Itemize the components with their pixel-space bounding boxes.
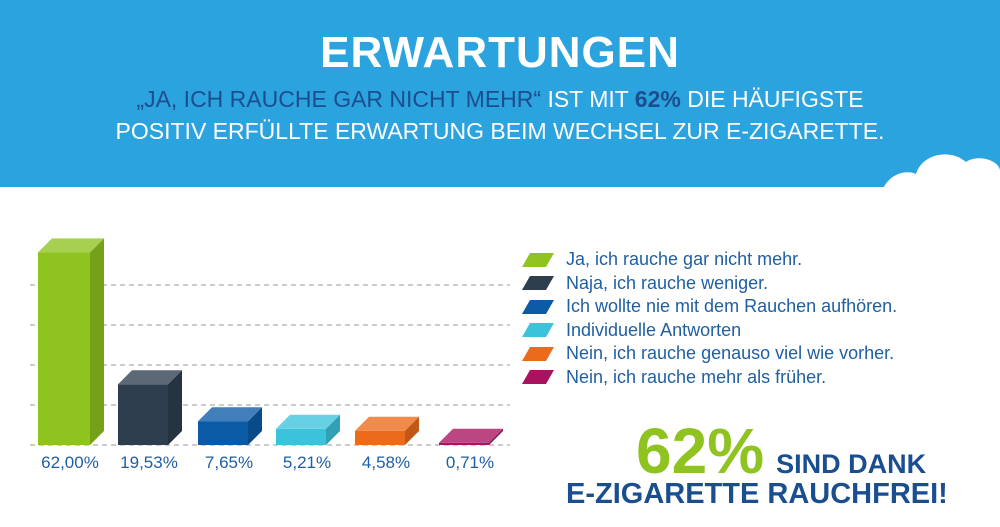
bar-front — [198, 421, 248, 445]
bar-side — [168, 370, 182, 445]
bar-front — [118, 384, 168, 445]
legend-label: Individuelle Antworten — [566, 319, 742, 340]
bar-front — [355, 430, 405, 445]
legend-swatch-shape — [522, 346, 554, 361]
subtitle-line-1: „JA, ICH RAUCHE GAR NICHT MEHR“ IST MIT … — [0, 86, 1000, 113]
callout: 62% SIND DANK — [636, 414, 926, 488]
legend-swatch-shape — [522, 323, 554, 338]
subtitle-mid: IST MIT — [541, 86, 635, 112]
data-label: 0,71% — [446, 453, 494, 472]
bar-side — [90, 238, 104, 445]
legend-swatch — [522, 276, 554, 291]
bar-side — [405, 416, 419, 445]
bar-top — [355, 416, 419, 431]
callout-line-2: E-ZIGARETTE RAUCHFREI! — [566, 478, 948, 510]
legend-swatch — [522, 252, 554, 267]
data-label: 5,21% — [283, 453, 331, 472]
bar-top — [38, 238, 104, 253]
bar-front — [439, 442, 489, 445]
legend-swatch-shape — [522, 370, 554, 385]
subtitle-line-2: POSITIV ERFÜLLTE ERWARTUNG BEIM WECHSEL … — [115, 118, 885, 144]
data-label: 7,65% — [205, 453, 253, 472]
data-label: 19,53% — [120, 453, 178, 472]
legend-swatch-shape — [522, 299, 554, 314]
bar — [38, 238, 104, 445]
legend-label: Nein, ich rauche genauso viel wie vorher… — [566, 343, 895, 364]
bar-front — [38, 252, 90, 445]
legend-label: Nein, ich rauche mehr als früher. — [566, 366, 827, 387]
legend-swatch — [522, 346, 554, 361]
legend-item: Individuelle Antworten — [522, 319, 897, 343]
legend-item: Ich wollte nie mit dem Rauchen aufhören. — [522, 295, 897, 319]
bar-top — [439, 428, 503, 443]
legend-label: Ich wollte nie mit dem Rauchen aufhören. — [566, 296, 898, 317]
legend-swatch-shape — [522, 276, 554, 291]
bar-side — [248, 407, 262, 445]
bar-top — [118, 370, 182, 385]
bar — [276, 414, 340, 445]
subtitle-rest: DIE HÄUFIGSTE — [680, 86, 864, 112]
legend-label: Naja, ich rauche weniger. — [566, 272, 769, 293]
subtitle-percent: 62% — [634, 86, 681, 112]
bar — [118, 370, 182, 445]
bar-top — [198, 407, 262, 422]
bar-side — [326, 414, 340, 445]
data-label: 4,58% — [362, 453, 410, 472]
legend-item: Nein, ich rauche genauso viel wie vorher… — [522, 342, 897, 366]
data-label: 62,00% — [41, 453, 99, 472]
bar-chart: 62,00% 19,53% 7,65% 5,21% 4,58% 0,71% — [30, 238, 510, 472]
callout-number: 62% — [636, 415, 765, 487]
chart-legend: Ja, ich rauche gar nicht mehr. Naja, ich … — [522, 248, 897, 389]
bar-side — [489, 428, 503, 445]
bar — [198, 407, 262, 445]
legend-label: Ja, ich rauche gar nicht mehr. — [566, 249, 803, 270]
bar — [355, 416, 419, 445]
legend-item: Naja, ich rauche weniger. — [522, 272, 897, 296]
bar — [439, 428, 503, 445]
subtitle-quote: „JA, ICH RAUCHE GAR NICHT MEHR“ — [136, 86, 542, 112]
legend-swatch — [522, 299, 554, 314]
legend-swatch — [522, 323, 554, 338]
legend-swatch — [522, 370, 554, 385]
legend-item: Nein, ich rauche mehr als früher. — [522, 366, 897, 390]
legend-item: Ja, ich rauche gar nicht mehr. — [522, 248, 897, 272]
bar-front — [276, 428, 326, 445]
callout-line-1: SIND DANK — [776, 449, 927, 479]
bar-top — [276, 414, 340, 429]
header-banner — [0, 0, 1000, 187]
page-title: ERWARTUNGEN — [320, 28, 680, 77]
legend-swatch-shape — [522, 252, 554, 267]
cloud-icon — [880, 154, 1000, 200]
